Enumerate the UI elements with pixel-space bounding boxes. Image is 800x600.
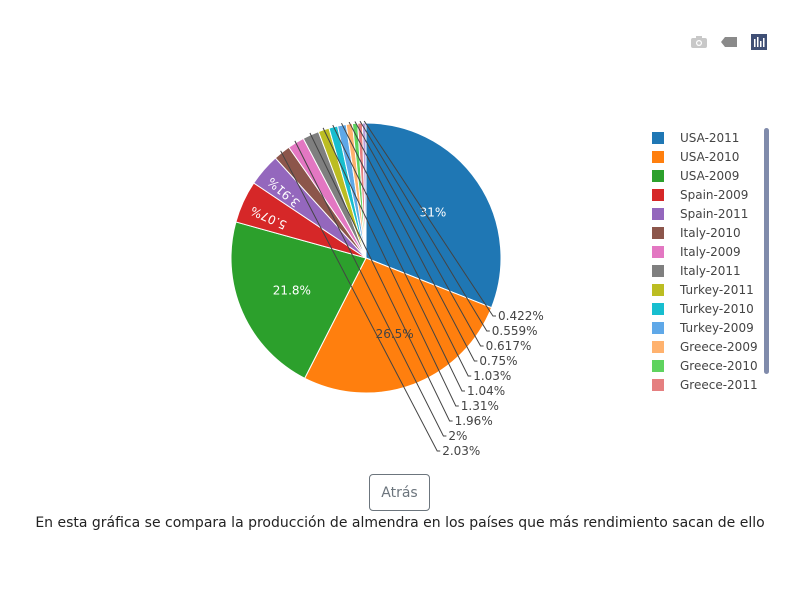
legend-item[interactable]: Italy-2009 <box>652 242 741 261</box>
legend-label: Italy-2009 <box>680 244 741 259</box>
pie-leader-line <box>294 140 447 437</box>
legend-item[interactable]: Spain-2011 <box>652 204 748 223</box>
legend-label: Greece-2010 <box>680 358 758 373</box>
pie-outer-labels: 0.422%0.559%0.617%0.75%1.03%1.04%1.31%1.… <box>280 120 544 458</box>
legend-swatch <box>652 359 664 372</box>
legend-scrollbar[interactable] <box>764 128 769 374</box>
legend-swatch <box>652 321 664 334</box>
legend-swatch <box>652 264 664 277</box>
legend-label: Turkey-2010 <box>680 301 754 316</box>
pie-leader-line <box>309 132 453 422</box>
pie-outer-label: 1.03% <box>473 369 511 383</box>
pie-slice-usa-2009[interactable] <box>230 221 367 379</box>
legend-item[interactable]: Spain-2009 <box>652 185 748 204</box>
pie-inner-label: 26.5% <box>376 327 414 341</box>
pie-leader-line <box>348 121 478 362</box>
legend-item[interactable]: Greece-2011 <box>652 375 758 394</box>
pie-outer-label: 1.31% <box>461 399 499 413</box>
legend-label: Italy-2011 <box>680 263 741 278</box>
legend-swatch <box>652 131 664 144</box>
legend-swatch <box>652 378 664 391</box>
pie-leader-line <box>354 121 484 347</box>
pie-leader-line <box>341 122 472 377</box>
pie-inner-label: 31% <box>420 205 447 219</box>
bar-chart-icon[interactable] <box>748 33 770 51</box>
legend-swatch <box>652 169 664 182</box>
chart-modebar <box>688 33 778 51</box>
legend-label: Greece-2009 <box>680 339 758 354</box>
pie-outer-label: 0.75% <box>479 354 517 368</box>
pie-slices <box>230 122 502 394</box>
legend-item[interactable]: USA-2011 <box>652 128 739 147</box>
pie-leader-line <box>332 124 465 392</box>
legend-swatch <box>652 150 664 163</box>
legend-label: USA-2011 <box>680 130 740 145</box>
back-button[interactable]: Atrás <box>369 474 430 511</box>
pie-slice-usa-2010[interactable] <box>304 257 493 394</box>
pie-outer-label: 0.422% <box>498 309 544 323</box>
pie-outer-label: 2% <box>448 429 467 443</box>
legend-swatch <box>652 340 664 353</box>
tag-icon[interactable] <box>718 33 740 51</box>
pie-outer-label: 0.617% <box>486 339 532 353</box>
pie-leader-line <box>363 120 496 317</box>
legend-item[interactable]: Italy-2010 <box>652 223 741 242</box>
chart-legend: USA-2011 USA-2010 USA-2009 Spain-2009 Spain-… <box>652 128 770 396</box>
pie-inner-label: 21.8% <box>273 284 311 298</box>
chart-caption: En esta gráfica se compara la producción… <box>35 515 765 531</box>
legend-item[interactable]: Turkey-2009 <box>652 318 754 337</box>
pie-outer-label: 0.559% <box>492 324 538 338</box>
legend-item[interactable]: Greece-2009 <box>652 337 758 356</box>
legend-label: USA-2009 <box>680 168 740 183</box>
legend-label: Italy-2010 <box>680 225 741 240</box>
pie-outer-label: 1.04% <box>467 384 505 398</box>
pie-leader-line <box>359 120 490 332</box>
pie-slice-usa-2011[interactable] <box>365 122 502 309</box>
legend-item[interactable]: USA-2009 <box>652 166 739 185</box>
legend-label: Spain-2009 <box>680 187 749 202</box>
legend-label: Spain-2011 <box>680 206 749 221</box>
pie-leader-line <box>322 127 459 407</box>
legend-label: Turkey-2011 <box>680 282 754 297</box>
legend-item[interactable]: Greece-2010 <box>652 356 758 375</box>
legend-item[interactable]: Turkey-2010 <box>652 299 754 318</box>
pie-outer-label: 1.96% <box>455 414 493 428</box>
pie-outer-label: 2.03% <box>442 444 480 458</box>
legend-label: Greece-2011 <box>680 377 758 392</box>
legend-swatch <box>652 245 664 258</box>
camera-icon[interactable] <box>688 33 710 51</box>
legend-item[interactable]: Turkey-2011 <box>652 280 754 299</box>
legend-label: USA-2010 <box>680 149 740 164</box>
legend-label: Turkey-2009 <box>680 320 754 335</box>
pie-leader-line <box>280 150 441 452</box>
legend-swatch <box>652 302 664 315</box>
legend-swatch <box>652 283 664 296</box>
legend-item[interactable]: USA-2010 <box>652 147 739 166</box>
legend-item[interactable]: Italy-2011 <box>652 261 741 280</box>
legend-swatch <box>652 226 664 239</box>
legend-swatch <box>652 188 664 201</box>
legend-swatch <box>652 207 664 220</box>
